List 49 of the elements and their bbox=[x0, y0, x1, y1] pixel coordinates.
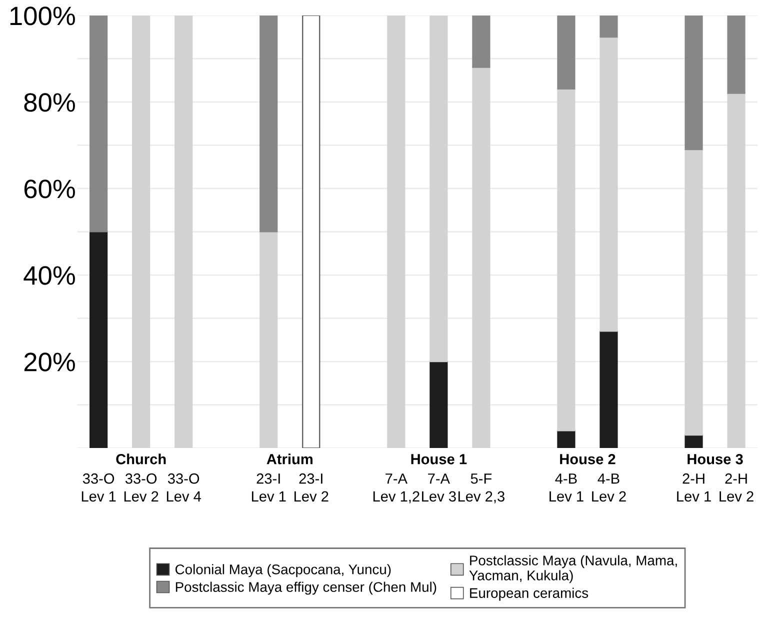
legend-label: Colonial Maya (Sacpocana, Yuncu) bbox=[176, 564, 391, 578]
bar bbox=[600, 330, 618, 448]
x-tick-label: 33-O Lev 4 bbox=[166, 473, 201, 502]
x-tick-label: 2-H Lev 1 bbox=[677, 473, 711, 502]
bar bbox=[684, 434, 703, 448]
x-tick-label: 4-B Lev 2 bbox=[592, 474, 626, 502]
bar bbox=[727, 92, 746, 448]
x-tick-label: 33-O Lev 2 bbox=[124, 473, 158, 502]
bar bbox=[600, 15, 618, 38]
bar bbox=[430, 360, 448, 448]
y-tick-label: 100% bbox=[10, 6, 75, 26]
bar bbox=[557, 430, 576, 448]
x-tick-label: 2-H Lev 2 bbox=[720, 473, 754, 502]
x-tick-label: 23-I Lev 1 bbox=[252, 473, 286, 502]
bar bbox=[90, 15, 108, 232]
y-tick-label: 60% bbox=[24, 180, 75, 198]
x-tick-label: 23-I Lev 2 bbox=[294, 473, 328, 502]
text: Atrium bbox=[266, 454, 312, 464]
y-tick-label: 20% bbox=[24, 352, 75, 372]
bar bbox=[600, 36, 618, 332]
x-tick-label: 7-A Lev 3 bbox=[422, 474, 456, 502]
bar bbox=[557, 15, 576, 90]
text: House 3 bbox=[688, 454, 743, 464]
y-tick-label: 40% bbox=[24, 266, 75, 285]
legend-label: Postclassic Maya effigy censer (Chen Mul) bbox=[176, 582, 436, 595]
bar bbox=[472, 15, 490, 68]
legend-label: Postclassic Maya (Navula, Mama, Yacman, Kukula) bbox=[469, 555, 677, 584]
bar bbox=[684, 149, 703, 436]
x-tick-label: 5-F Lev 2,3 bbox=[458, 474, 504, 504]
text: House 2 bbox=[560, 454, 616, 464]
legend-label: European ceramics bbox=[470, 588, 588, 601]
x-tick-label: 7-A Lev 1,2 bbox=[373, 474, 420, 504]
x-tick-label: 4-B Lev 1 bbox=[550, 474, 584, 502]
bar bbox=[727, 15, 746, 94]
bar bbox=[557, 88, 576, 432]
bar bbox=[302, 15, 320, 448]
bar bbox=[174, 15, 193, 448]
bar bbox=[132, 15, 150, 448]
bar bbox=[684, 15, 703, 150]
bar bbox=[260, 15, 278, 232]
bar bbox=[260, 231, 278, 448]
text: House 1 bbox=[411, 454, 467, 464]
x-tick-label: 33-O Lev 1 bbox=[82, 473, 116, 502]
bar bbox=[387, 15, 406, 448]
y-tick-label: 80% bbox=[24, 93, 75, 112]
bar bbox=[472, 66, 490, 448]
bar bbox=[90, 231, 108, 448]
bar bbox=[430, 15, 448, 362]
text: Church bbox=[116, 454, 166, 464]
